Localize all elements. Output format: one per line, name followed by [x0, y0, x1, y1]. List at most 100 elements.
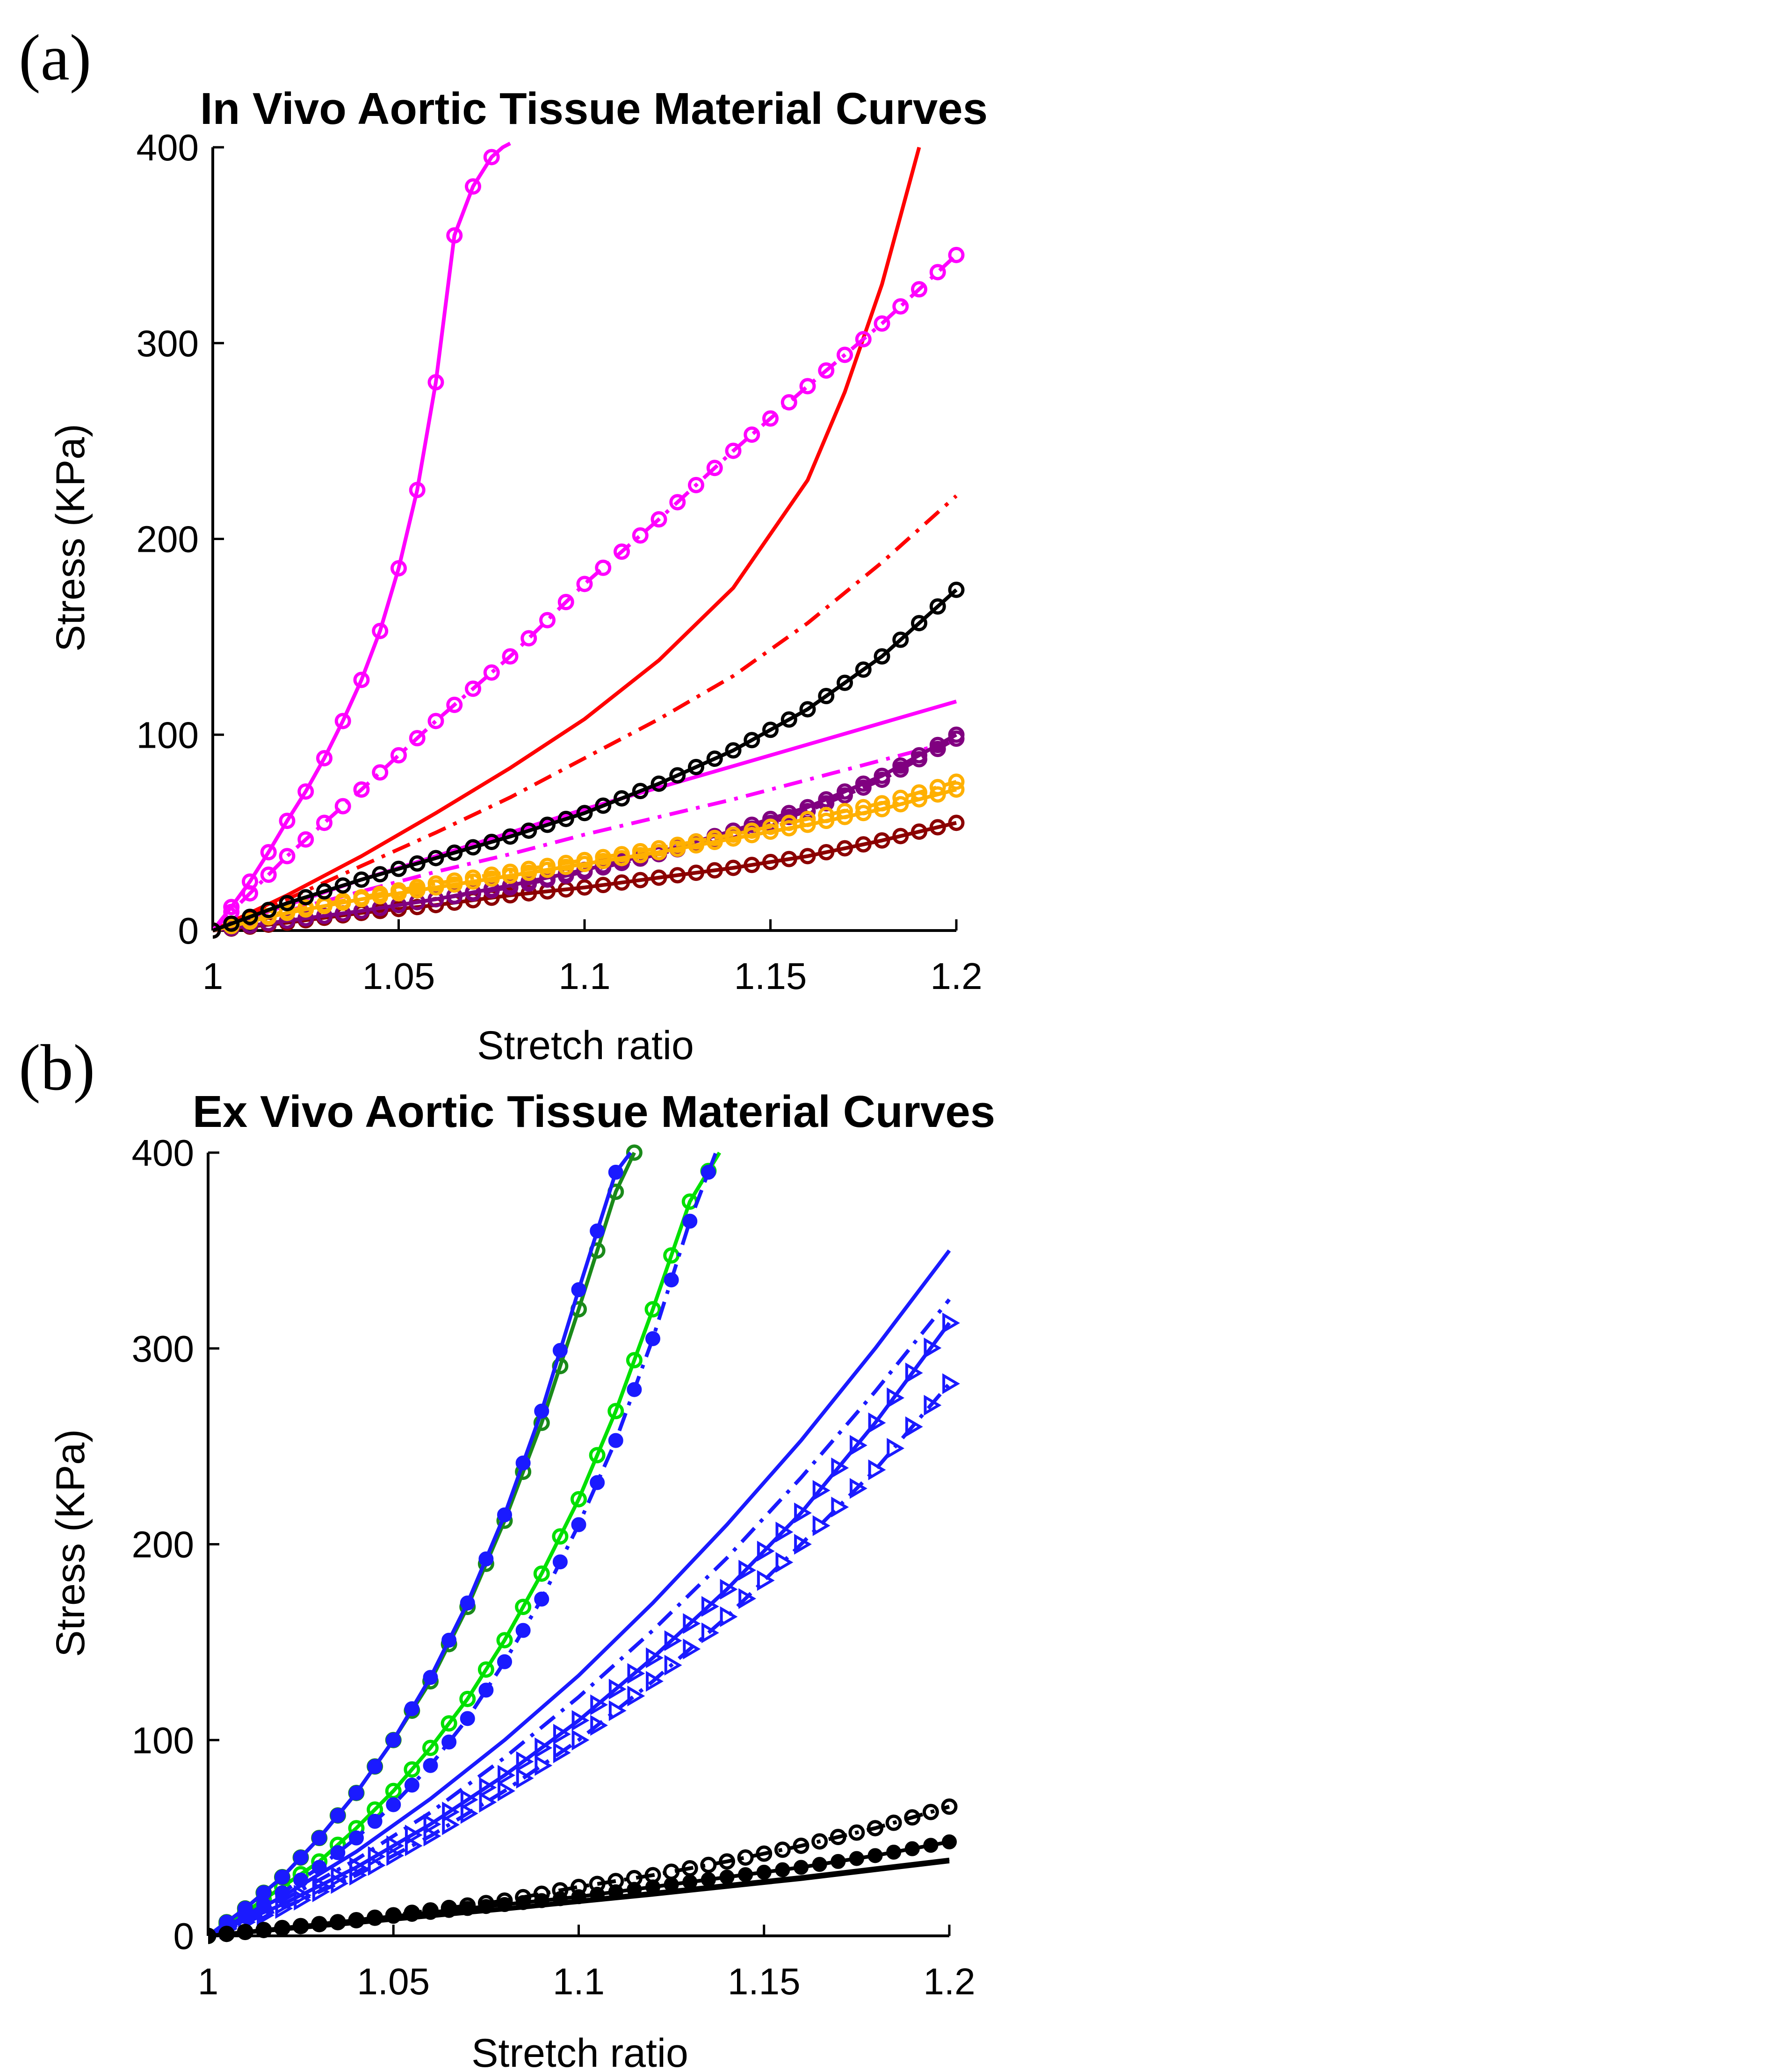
- data-point: [737, 1849, 754, 1866]
- data-point: [744, 426, 760, 443]
- data-point: [720, 1606, 738, 1627]
- data-point: [423, 1905, 438, 1920]
- data-point: [535, 1737, 553, 1759]
- panel-b-x-axis-label: Stretch ratio: [471, 2031, 688, 2071]
- data-point: [293, 1919, 309, 1934]
- series-long-aaa-raghavan-et-al-2000: [208, 1144, 643, 1944]
- data-point: [483, 834, 500, 851]
- data-point: [460, 1901, 475, 1916]
- data-point: [460, 1789, 478, 1811]
- data-point: [812, 1857, 827, 1872]
- data-point: [590, 1887, 605, 1902]
- data-point: [576, 851, 593, 868]
- series-line: [213, 738, 957, 932]
- data-point: [557, 810, 574, 827]
- y-tick-label: 400: [132, 1132, 194, 1174]
- data-point: [279, 848, 296, 865]
- data-point: [874, 315, 890, 332]
- data-point: [334, 877, 351, 894]
- data-point: [700, 1856, 717, 1873]
- data-point: [330, 1914, 346, 1930]
- data-point: [614, 543, 630, 560]
- data-point: [460, 1595, 475, 1611]
- data-point: [780, 711, 797, 728]
- data-point: [446, 696, 463, 713]
- data-point: [386, 1835, 405, 1856]
- x-tick-label: 1.1: [558, 955, 610, 997]
- data-point: [331, 1873, 349, 1894]
- data-point: [892, 298, 909, 315]
- panel-b-label: (b): [19, 1032, 95, 1104]
- data-point: [627, 1685, 645, 1707]
- data-point: [496, 1632, 513, 1649]
- data-point: [830, 1829, 846, 1846]
- data-point: [831, 1457, 849, 1479]
- data-point: [534, 1403, 549, 1419]
- data-point: [799, 378, 816, 395]
- data-point: [892, 828, 909, 844]
- data-point: [799, 810, 816, 827]
- data-point: [627, 1663, 645, 1684]
- data-point: [688, 476, 704, 493]
- data-point: [334, 892, 351, 909]
- data-point: [780, 815, 797, 831]
- data-point: [353, 671, 370, 688]
- data-point: [701, 1872, 716, 1887]
- data-point: [632, 872, 649, 888]
- y-tick-label: 0: [173, 1915, 195, 1957]
- series-iso-asaa-cosentino-et-al-2019: [213, 581, 965, 939]
- data-point: [590, 1715, 608, 1736]
- data-point: [275, 1898, 293, 1919]
- data-point: [279, 813, 296, 829]
- data-point: [534, 1591, 549, 1607]
- data-point: [349, 1785, 364, 1801]
- data-point: [349, 1864, 367, 1886]
- series-long-asa-young-haskett-et-al-2010: [208, 1152, 718, 1943]
- data-point: [330, 1808, 346, 1823]
- data-point: [242, 885, 258, 902]
- data-point: [904, 1841, 920, 1856]
- data-point: [386, 1909, 401, 1924]
- data-point: [725, 859, 742, 876]
- data-point: [576, 879, 593, 896]
- data-point: [404, 1701, 419, 1717]
- data-point: [441, 1734, 457, 1750]
- data-point: [607, 1403, 624, 1420]
- data-point: [404, 1777, 419, 1793]
- data-point: [818, 688, 835, 705]
- data-point: [208, 1928, 216, 1943]
- data-point: [669, 767, 686, 784]
- data-point: [478, 1899, 494, 1914]
- data-point: [720, 1579, 738, 1600]
- data-point: [762, 410, 779, 427]
- data-point: [650, 869, 667, 886]
- data-point: [706, 460, 723, 476]
- data-point: [275, 1920, 290, 1936]
- data-point: [213, 922, 221, 939]
- panel-a: (a) In Vivo Aortic Tissue Material Curve…: [19, 22, 988, 1068]
- data-point: [887, 1438, 905, 1459]
- y-tick-label: 200: [132, 1524, 194, 1566]
- data-point: [498, 1780, 515, 1802]
- data-point: [738, 1867, 753, 1883]
- data-point: [775, 1551, 794, 1573]
- data-point: [405, 1835, 423, 1856]
- data-point: [367, 1814, 383, 1829]
- data-point: [664, 1630, 682, 1651]
- data-point: [632, 527, 649, 544]
- data-point: [427, 875, 444, 892]
- y-tick-label: 0: [178, 910, 199, 952]
- data-point: [459, 1690, 476, 1707]
- data-point: [465, 178, 481, 195]
- data-point: [867, 1848, 883, 1863]
- series-circ-asa-young-haskett-et-al-2010: [208, 1249, 951, 1938]
- data-point: [794, 1534, 812, 1555]
- data-point: [867, 1820, 883, 1837]
- data-point: [774, 1841, 791, 1858]
- data-point: [539, 816, 556, 833]
- data-point: [942, 1834, 957, 1849]
- data-point: [775, 1522, 794, 1543]
- data-point: [929, 741, 946, 758]
- data-point: [812, 1515, 831, 1536]
- data-point: [818, 813, 835, 829]
